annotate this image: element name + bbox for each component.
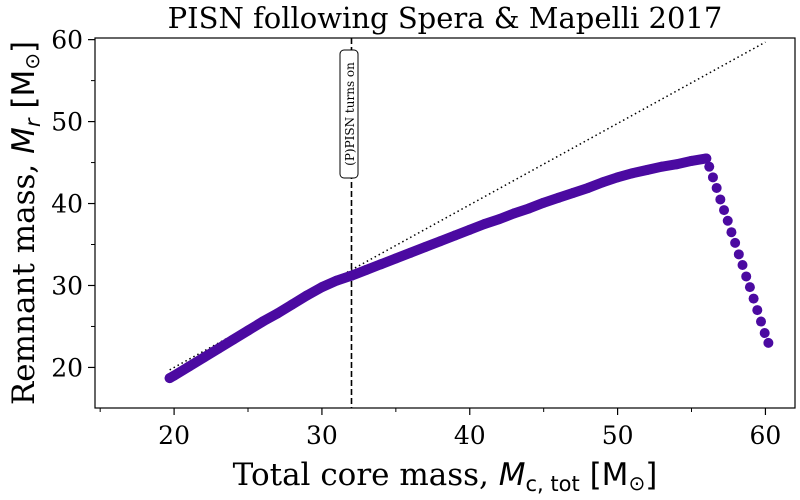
x-label-var: M xyxy=(499,457,526,493)
data-point xyxy=(316,282,327,293)
data-point xyxy=(449,230,460,241)
chart-title: PISN following Spera & Mapelli 2017 xyxy=(168,1,723,35)
y-tick-label: 60 xyxy=(51,26,83,55)
data-point xyxy=(671,159,682,170)
data-point-drop xyxy=(726,227,737,238)
data-point-drop xyxy=(759,328,770,339)
data-point xyxy=(420,241,431,252)
vline-label: (P)PISN turns on xyxy=(339,49,359,179)
data-point xyxy=(213,343,224,354)
data-point xyxy=(435,236,446,247)
y-tick-label: 30 xyxy=(51,271,83,300)
x-tick-label: 20 xyxy=(158,421,190,450)
data-point-drop xyxy=(744,282,755,293)
data-point xyxy=(568,187,579,198)
data-point xyxy=(612,172,623,183)
y-tick-label: 50 xyxy=(51,108,83,137)
data-point xyxy=(464,224,475,235)
data-point xyxy=(583,182,594,193)
x-label-sun: ⊙ xyxy=(628,471,645,495)
data-point-drop xyxy=(737,259,748,270)
data-point-drop xyxy=(719,205,730,216)
data-point xyxy=(376,259,387,270)
data-point-drop xyxy=(730,237,741,248)
y-axis-label: Remnant mass, Mr [M⊙] xyxy=(6,41,45,405)
data-point xyxy=(656,161,667,172)
plot-frame xyxy=(94,37,796,409)
data-point xyxy=(228,334,239,345)
data-point xyxy=(346,270,357,281)
x-tick-label: 60 xyxy=(750,421,782,450)
x-label-prefix: Total core mass, xyxy=(233,457,499,493)
y-label-var: M xyxy=(6,127,42,154)
x-axis-label: Total core mass, Mc, tot [M⊙] xyxy=(233,457,658,496)
y-tick-label: 20 xyxy=(51,353,83,382)
x-label-sub: c, tot xyxy=(526,472,580,496)
y-label-prefix: Remnant mass, xyxy=(6,154,42,405)
x-tick-label: 40 xyxy=(454,421,486,450)
x-label-close: ] xyxy=(645,457,657,493)
data-point-drop xyxy=(733,249,744,260)
data-point-drop xyxy=(715,194,726,205)
data-point-drop xyxy=(748,293,759,304)
x-tick-label: 30 xyxy=(306,421,338,450)
data-point xyxy=(390,253,401,264)
data-point xyxy=(243,325,254,336)
data-point xyxy=(331,275,342,286)
data-point-drop xyxy=(711,182,722,193)
data-point-drop xyxy=(722,215,733,226)
data-point-drop xyxy=(704,161,715,172)
data-point xyxy=(523,203,534,214)
data-point xyxy=(302,290,313,301)
data-point-drop xyxy=(741,271,752,282)
data-point xyxy=(479,219,490,230)
data-point xyxy=(597,177,608,188)
y-label-sub: r xyxy=(21,117,45,127)
data-point xyxy=(701,153,712,164)
y-label-sun: ⊙ xyxy=(20,53,44,70)
series-band xyxy=(164,153,712,384)
data-point xyxy=(198,352,209,363)
data-point-drop xyxy=(752,305,763,316)
y-tick-label: 40 xyxy=(51,190,83,219)
data-point xyxy=(287,299,298,310)
data-point xyxy=(494,214,505,225)
data-point xyxy=(538,197,549,208)
data-point xyxy=(686,155,697,166)
x-tick-label: 50 xyxy=(602,421,634,450)
data-point xyxy=(272,308,283,319)
data-point xyxy=(627,168,638,179)
vline-label-text: (P)PISN turns on xyxy=(343,62,357,166)
data-point-drop xyxy=(707,172,718,183)
y-label-unit: [M xyxy=(6,70,42,119)
data-point xyxy=(169,370,180,381)
data-point xyxy=(361,264,372,275)
x-label-unit: [M xyxy=(580,457,629,493)
data-point xyxy=(642,164,653,175)
data-point-drop xyxy=(755,316,766,327)
data-point xyxy=(257,316,268,327)
data-point-drop xyxy=(763,337,774,348)
data-point xyxy=(183,361,194,372)
data-point xyxy=(553,192,564,203)
data-point xyxy=(405,247,416,258)
data-point xyxy=(509,208,520,219)
y-label-close: ] xyxy=(6,41,42,53)
